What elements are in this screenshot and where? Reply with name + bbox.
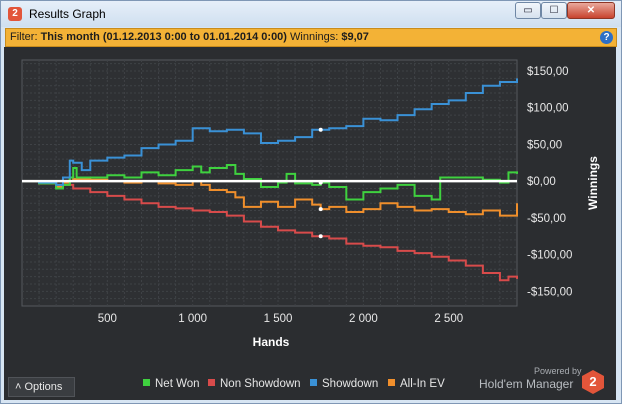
series-line-showdown [22,78,518,186]
legend-swatch-net-won [143,379,150,386]
y-tick-label: $100,00 [527,103,569,115]
powered-by-text: Powered by [534,366,582,376]
maximize-button[interactable]: ☐ [541,2,567,19]
series-marker [318,180,323,185]
series-line-net-won [22,164,518,201]
legend-label-non-showdown: Non Showdown [220,378,301,390]
x-tick-label: 500 [98,313,117,325]
minimize-button[interactable]: ▭ [515,2,541,19]
help-icon[interactable]: ? [600,31,613,44]
y-axis-title: Winnings [586,156,600,210]
legend-swatch-showdown [310,379,317,386]
chevron-up-icon: ˄ [15,381,22,393]
x-axis-title: Hands [253,335,290,349]
series-marker [318,207,323,212]
x-tick-label: 2 000 [349,313,378,325]
brand-name: Hold'em Manager [479,377,574,391]
legend-swatch-all-in-ev [388,379,395,386]
x-tick-label: 1 000 [178,313,207,325]
winnings-value: $9,07 [341,31,369,43]
y-tick-label: $150,00 [527,66,569,78]
y-tick-label: $50,00 [527,139,562,151]
title-bar[interactable]: 2 Results Graph ▭ ☐ ✕ [1,1,621,27]
series-line-all-in-ev [22,176,518,217]
legend-showdown[interactable]: Showdown [310,377,378,391]
filter-value: This month (01.12.2013 0:00 to 01.01.201… [40,31,287,43]
close-button[interactable]: ✕ [567,2,615,19]
legend-all-in-ev[interactable]: All-In EV [388,377,445,391]
filter-label: Filter: [10,31,38,43]
options-button[interactable]: ˄ Options [8,377,75,397]
y-tick-label: -$150,00 [527,286,572,298]
legend-label-net-won: Net Won [155,378,200,390]
x-tick-label: 2 500 [434,313,463,325]
app-logo-icon: 2 [8,7,22,21]
legend-non-showdown[interactable]: Non Showdown [208,377,301,391]
y-tick-label: -$100,00 [527,250,572,262]
series-marker [318,127,323,132]
holdem-manager-logo-icon: 2 [582,370,604,394]
legend-label-showdown: Showdown [322,378,379,390]
window-title: Results Graph [29,7,106,21]
series-line-non-showdown [22,180,518,282]
legend-swatch-non-showdown [208,379,215,386]
legend-net-won[interactable]: Net Won [143,377,200,391]
x-tick-label: 1 500 [264,313,293,325]
filter-bar[interactable]: Filter: This month (01.12.2013 0:00 to 0… [5,28,617,47]
plot-area [21,59,518,307]
legend-label-all-in-ev: All-In EV [400,378,445,390]
y-tick-label: $0,00 [527,176,556,188]
y-tick-label: -$50,00 [527,213,566,225]
winnings-label: Winnings: [290,31,339,43]
series-marker [318,234,323,239]
options-label: Options [24,381,63,393]
